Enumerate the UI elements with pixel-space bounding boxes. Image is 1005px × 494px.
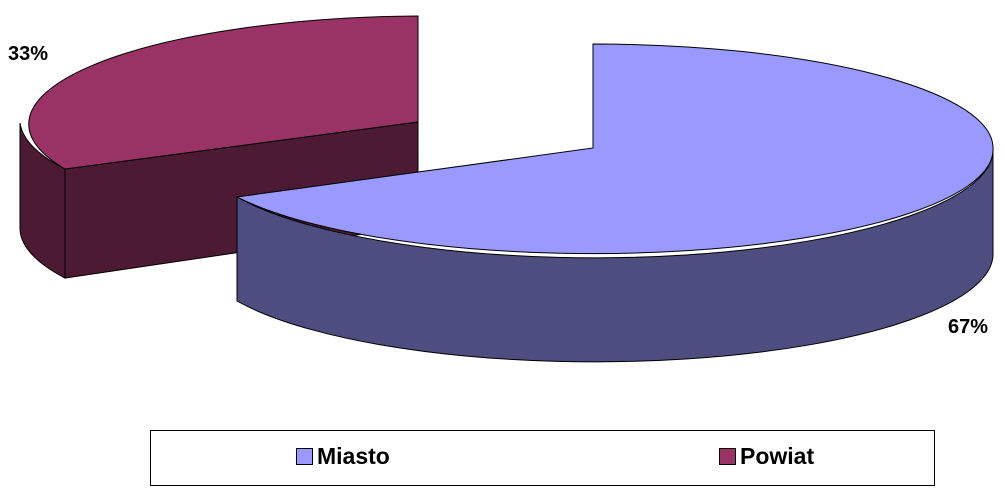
slice-miasto-side: [236, 147, 994, 363]
chart-legend: Miasto Powiat: [150, 430, 935, 486]
data-label-powiat: 33%: [8, 43, 48, 65]
slice-miasto-top: [235, 43, 994, 255]
legend-swatch-powiat: [719, 448, 736, 465]
data-label-miasto: 67%: [948, 316, 988, 338]
legend-label-powiat: Powiat: [740, 443, 815, 469]
legend-item-powiat: Powiat: [719, 443, 814, 470]
legend-swatch-miasto: [296, 448, 313, 465]
slice-powiat-top: [28, 15, 419, 170]
legend-label-miasto: Miasto: [317, 443, 390, 469]
slice-miasto: [235, 43, 994, 363]
legend-item-miasto: Miasto: [296, 443, 390, 470]
